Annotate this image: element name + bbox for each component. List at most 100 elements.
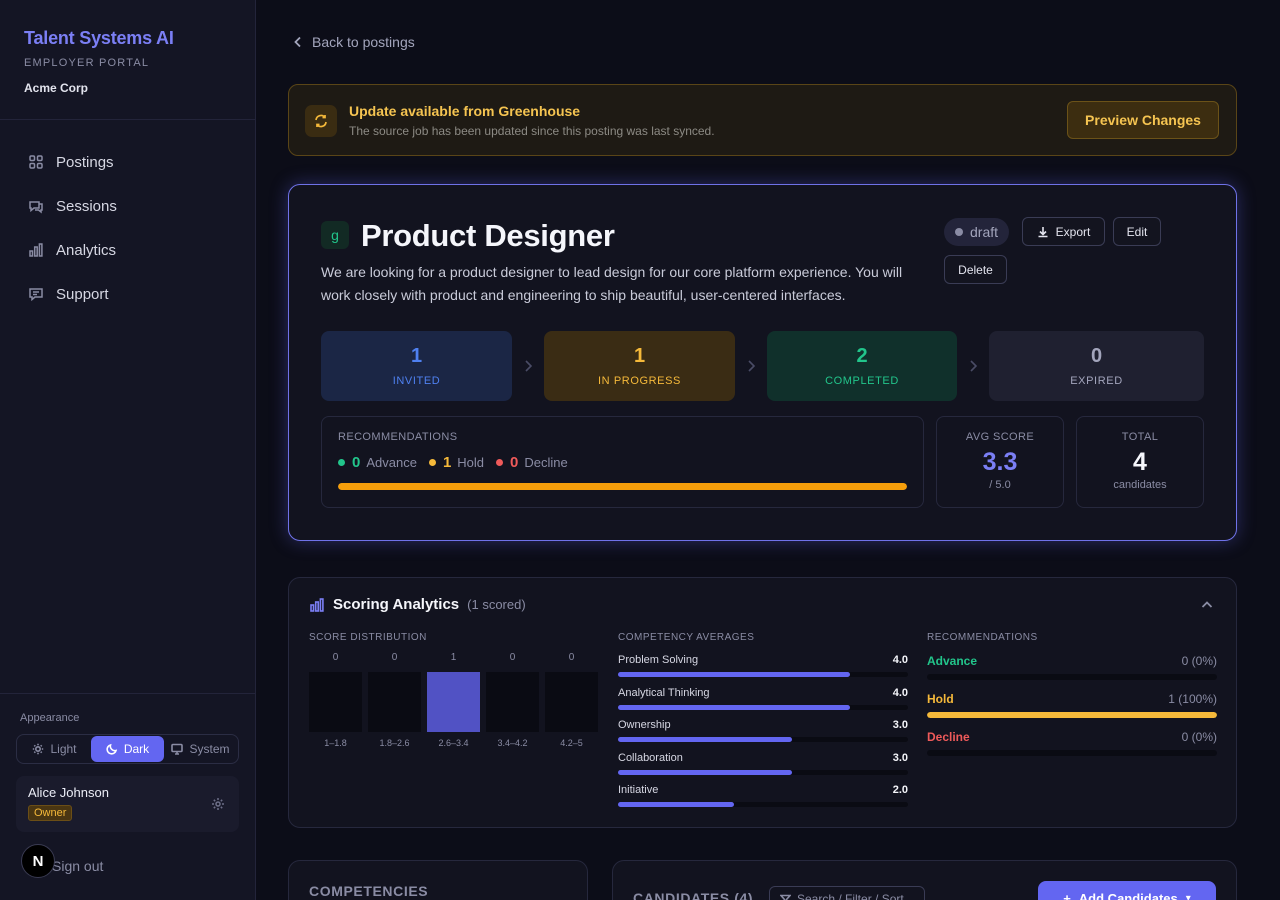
stage-invited[interactable]: 1 INVITED	[321, 331, 512, 401]
sidebar-footer: Appearance Light Dark System Alice Johns…	[0, 693, 255, 900]
main-content: Back to postings Update available from G…	[256, 0, 1280, 900]
recommendation-track	[927, 750, 1217, 756]
grid-icon	[29, 155, 43, 169]
sidebar-item-support[interactable]: Support	[0, 272, 255, 316]
n-logo-badge[interactable]: N	[21, 844, 55, 878]
candidates-card: CANDIDATES (4) Search / Filter / Sort + …	[612, 860, 1237, 900]
rec-advance: 0 Advance	[338, 454, 417, 471]
competency-row: Ownership 3.0	[618, 719, 908, 752]
stage-label: COMPLETED	[825, 375, 899, 387]
stage-count: 2	[856, 345, 868, 367]
sidebar-item-postings[interactable]: Postings	[0, 140, 255, 184]
competency-name: Collaboration	[618, 751, 683, 764]
plus-icon: +	[1063, 890, 1071, 900]
recommendation-row: Advance 0 (0%)	[927, 654, 1217, 692]
competency-row: Problem Solving 4.0	[618, 654, 908, 687]
distribution-bucket: 0 1.8–2.6	[368, 652, 421, 748]
chevron-right-icon	[968, 359, 978, 373]
competency-bar	[618, 737, 792, 742]
total-label: TOTAL	[1121, 431, 1159, 443]
bucket-range: 1–1.8	[324, 738, 347, 748]
competency-value: 4.0	[892, 686, 908, 699]
brand-block: Talent Systems AI EMPLOYER PORTAL Acme C…	[0, 0, 255, 120]
chevron-up-icon[interactable]	[1200, 598, 1214, 612]
stage-in-progress[interactable]: 1 IN PROGRESS	[544, 331, 735, 401]
role-badge: Owner	[28, 805, 73, 821]
chevron-right-icon	[746, 359, 756, 373]
brand-title[interactable]: Talent Systems AI	[24, 28, 174, 48]
chevron-down-icon: ▾	[1185, 892, 1191, 900]
competency-bar	[618, 704, 850, 710]
competency-value: 2.0	[892, 784, 908, 796]
hold-count: 1	[442, 454, 452, 471]
competencies-card-title: COMPETENCIES	[309, 883, 429, 899]
add-candidates-button[interactable]: + Add Candidates ▾	[1038, 881, 1216, 900]
bucket-count: 0	[568, 652, 575, 663]
export-button[interactable]: Export	[1022, 217, 1105, 246]
sync-banner: Update available from Greenhouse The sou…	[288, 84, 1237, 156]
competency-row: Collaboration 3.0	[618, 752, 908, 785]
competency-averages-label: COMPETENCY AVERAGES	[618, 632, 755, 643]
sidebar-item-sessions[interactable]: Sessions	[0, 184, 255, 228]
theme-light-button[interactable]: Light	[18, 736, 91, 762]
status-dot	[955, 228, 963, 236]
preview-changes-button[interactable]: Preview Changes	[1067, 101, 1219, 139]
recommendations-label: RECOMMENDATIONS	[338, 431, 458, 443]
bucket-count: 0	[332, 652, 339, 663]
recommendation-row: Hold 1 (100%)	[927, 692, 1217, 730]
competency-bar	[618, 672, 850, 677]
competency-value: 4.0	[892, 654, 908, 666]
advance-count: 0	[352, 454, 361, 471]
recommendation-bar	[927, 712, 1217, 718]
recommendation-track	[927, 674, 1217, 680]
competency-row: Analytical Thinking 4.0	[618, 687, 908, 720]
stage-label: INVITED	[392, 375, 441, 387]
bucket-range: 2.6–3.4	[438, 738, 469, 748]
theme-dark-button[interactable]: Dark	[91, 736, 164, 762]
posting-title: Product Designer	[361, 218, 615, 253]
stage-expired[interactable]: 0 EXPIRED	[989, 331, 1204, 401]
theme-dark-label: Dark	[123, 742, 150, 756]
recommendation-value: 1 (100%)	[1168, 692, 1217, 706]
avg-score-value: 3.3	[982, 448, 1018, 476]
bucket-bar	[427, 672, 480, 732]
candidates-card-title: CANDIDATES (4)	[633, 890, 754, 900]
sidebar-item-analytics[interactable]: Analytics	[0, 228, 255, 272]
bucket-count: 0	[391, 652, 398, 663]
sign-out-link[interactable]: Sign out	[52, 858, 104, 874]
recommendations-breakdown-label: RECOMMENDATIONS	[927, 632, 1038, 643]
download-icon	[1038, 226, 1048, 237]
banner-title: Update available from Greenhouse	[349, 103, 581, 119]
score-distribution-chart: 0 1–1.8 0 1.8–2.6 1 2.6–3.4 0 3.4–4.2 0 4.2–5	[309, 652, 599, 752]
bucket-range: 4.2–5	[560, 738, 583, 748]
competency-name: Problem Solving	[618, 654, 699, 666]
user-card: Alice Johnson Owner	[16, 776, 239, 832]
stage-label: IN PROGRESS	[597, 375, 681, 387]
competency-track	[618, 672, 908, 677]
candidates-search-input[interactable]: Search / Filter / Sort	[769, 886, 925, 900]
appearance-label: Appearance	[20, 712, 80, 724]
avg-score-max: / 5.0	[989, 479, 1011, 491]
distribution-bucket: 0 1–1.8	[309, 652, 362, 748]
stage-count: 0	[1090, 345, 1103, 367]
decline-count: 0	[510, 454, 519, 471]
theme-system-button[interactable]: System	[164, 736, 237, 762]
analytics-header[interactable]: Scoring Analytics (1 scored)	[309, 596, 526, 613]
chevron-right-icon	[523, 359, 533, 373]
hold-dot	[428, 459, 436, 466]
gear-icon[interactable]	[211, 797, 225, 811]
delete-button[interactable]: Delete	[944, 255, 1007, 284]
sidebar-item-label: Sessions	[56, 197, 117, 215]
bucket-track	[309, 672, 362, 732]
recommendations-breakdown-list: Advance 0 (0%) Hold 1 (100%) Decline 0 (0%)	[927, 654, 1217, 768]
user-name: Alice Johnson	[28, 785, 109, 800]
competency-bar	[618, 802, 734, 807]
sidebar-item-label: Postings	[56, 153, 114, 171]
stage-completed[interactable]: 2 COMPLETED	[767, 331, 957, 401]
recommendation-name: Advance	[927, 654, 978, 668]
chevron-left-icon	[294, 36, 301, 48]
back-link[interactable]: Back to postings	[292, 34, 415, 50]
bar-chart-icon	[310, 597, 324, 612]
theme-system-label: System	[189, 742, 230, 756]
edit-button[interactable]: Edit	[1113, 217, 1161, 246]
